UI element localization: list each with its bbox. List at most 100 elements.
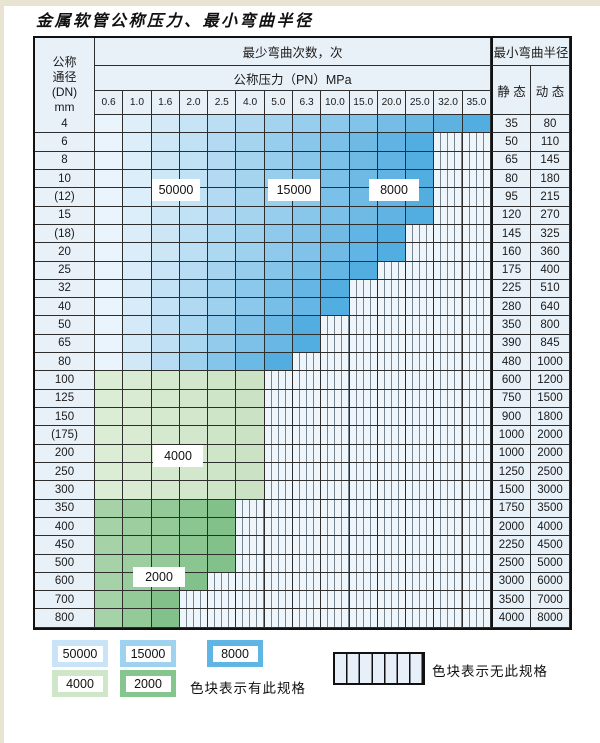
spec-cell-available	[123, 188, 152, 207]
spec-cell-available	[151, 279, 180, 299]
spec-cell-unavailable	[349, 279, 378, 299]
dn-cell: 6	[35, 133, 95, 152]
spec-cell-unavailable	[377, 444, 407, 463]
spec-cell-unavailable	[434, 462, 463, 482]
spec-cell-available	[236, 115, 265, 134]
spec-cell-available	[95, 591, 124, 610]
spec-table-grid: 公称 通径 (DN) mm 最少弯曲次数，次 最小弯曲半径 公称压力（PN）MPa 静 态动 …	[35, 38, 570, 628]
dn-cell: 50	[35, 316, 95, 335]
dn-cell: 10	[35, 169, 95, 189]
dynamic-radius-cell: 360	[531, 243, 570, 262]
spec-cell-unavailable	[406, 444, 435, 463]
bend-radius-header: 最小弯曲半径	[491, 38, 570, 66]
spec-cell-available	[377, 115, 407, 134]
spec-cell-unavailable	[349, 462, 378, 482]
spec-cell-unavailable	[377, 499, 407, 518]
spec-cell-available	[321, 261, 350, 280]
spec-cell-available	[95, 554, 124, 573]
spec-cell-available	[264, 243, 293, 262]
spec-cell-unavailable	[406, 517, 435, 537]
spec-cell-available	[349, 261, 378, 280]
spec-cell-available	[208, 462, 237, 482]
pressure-col-header: 2.0	[179, 91, 209, 115]
dynamic-radius-cell: 80	[531, 115, 570, 134]
static-radius-cell: 1750	[491, 499, 531, 518]
spec-cell-available	[264, 316, 293, 335]
spec-cell-unavailable	[321, 572, 350, 592]
spec-cell-available	[321, 224, 350, 244]
spec-cell-available	[208, 334, 237, 354]
legend-swatch: 50000	[52, 640, 108, 667]
static-radius-cell: 1000	[491, 444, 531, 463]
spec-cell-unavailable	[377, 481, 407, 500]
spec-cell-available	[95, 426, 124, 445]
spec-cell-unavailable	[377, 316, 407, 335]
static-radius-cell: 145	[491, 224, 531, 244]
spec-cell-unavailable	[462, 536, 491, 555]
spec-cell-available	[208, 243, 237, 262]
spec-cell-available	[236, 261, 265, 280]
dynamic-radius-cell: 2000	[531, 444, 570, 463]
spec-cell-available	[123, 499, 152, 518]
spec-cell-available	[321, 206, 350, 225]
spec-cell-available	[151, 371, 180, 390]
spec-cell-available	[236, 279, 265, 299]
spec-cell-unavailable	[434, 206, 463, 225]
dn-cell: 4	[35, 115, 95, 134]
static-radius-cell: 95	[491, 188, 531, 207]
spec-cell-available	[264, 261, 293, 280]
spec-cell-available	[236, 462, 265, 482]
spec-cell-unavailable	[236, 591, 265, 610]
spec-cell-unavailable	[434, 444, 463, 463]
spec-cell-available	[208, 536, 237, 555]
spec-cell-unavailable	[434, 279, 463, 299]
spec-cell-available	[349, 151, 378, 170]
spec-cell-available	[123, 426, 152, 445]
spec-cell-unavailable	[321, 536, 350, 555]
spec-cell-unavailable	[236, 609, 265, 628]
spec-cell-available	[349, 243, 378, 262]
dynamic-radius-cell: 2500	[531, 462, 570, 482]
static-radius-cell: 280	[491, 298, 531, 317]
spec-cell-available	[95, 462, 124, 482]
spec-cell-available	[95, 353, 124, 372]
spec-cell-available	[208, 554, 237, 573]
spec-cell-available	[95, 517, 124, 537]
static-radius-cell: 2000	[491, 517, 531, 537]
spec-cell-unavailable	[264, 371, 293, 390]
dynamic-radius-cell: 1000	[531, 353, 570, 372]
spec-cell-unavailable	[406, 572, 435, 592]
spec-cell-available	[179, 408, 209, 427]
spec-cell-available	[293, 115, 322, 134]
dynamic-radius-cell: 325	[531, 224, 570, 244]
spec-cell-unavailable	[406, 279, 435, 299]
dn-cell: 200	[35, 444, 95, 463]
dynamic-radius-cell: 6000	[531, 572, 570, 592]
spec-cell-unavailable	[462, 591, 491, 610]
spec-cell-unavailable	[434, 609, 463, 628]
spec-cell-unavailable	[293, 371, 322, 390]
spec-cell-available	[95, 224, 124, 244]
dn-cell: 150	[35, 408, 95, 427]
spec-cell-unavailable	[462, 279, 491, 299]
spec-cell-available	[264, 298, 293, 317]
static-radius-cell: 600	[491, 371, 531, 390]
spec-cell-available	[95, 316, 124, 335]
spec-cell-unavailable	[377, 609, 407, 628]
spec-cell-available	[406, 133, 435, 152]
spec-cell-unavailable	[406, 261, 435, 280]
spec-cell-unavailable	[349, 371, 378, 390]
spec-cell-available	[151, 334, 180, 354]
spec-cell-unavailable	[293, 353, 322, 372]
spec-cell-available	[293, 334, 322, 354]
dn-cell: 125	[35, 389, 95, 408]
spec-cell-available	[236, 316, 265, 335]
legend-swatch: 2000	[120, 670, 176, 697]
spec-cell-available	[236, 169, 265, 189]
dynamic-radius-cell: 215	[531, 188, 570, 207]
spec-cell-available	[95, 243, 124, 262]
spec-cell-unavailable	[434, 261, 463, 280]
spec-cell-available	[179, 115, 209, 134]
spec-cell-available	[349, 224, 378, 244]
spec-cell-unavailable	[236, 536, 265, 555]
